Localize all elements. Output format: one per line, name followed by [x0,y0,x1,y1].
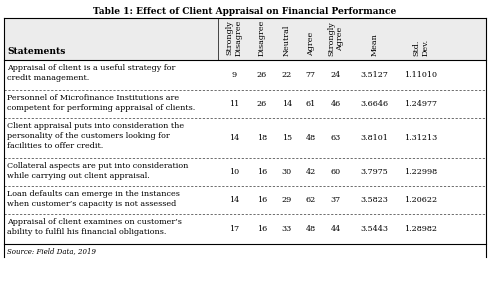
Text: 1.28982: 1.28982 [404,225,438,233]
Text: 16: 16 [257,196,267,204]
Text: 16: 16 [257,168,267,176]
Text: Personnel of Microfinance Institutions are
competent for performing appraisal of: Personnel of Microfinance Institutions a… [7,94,195,112]
Text: Neutral: Neutral [283,25,291,56]
Text: 10: 10 [229,168,239,176]
Text: 14: 14 [282,100,292,108]
Text: 61: 61 [305,100,316,108]
Text: Source: Field Data, 2019: Source: Field Data, 2019 [7,247,96,255]
Text: 26: 26 [257,100,267,108]
Text: 3.8101: 3.8101 [360,134,388,142]
Text: Collateral aspects are put into consideration
while carrying out client appraisa: Collateral aspects are put into consider… [7,162,188,180]
Text: 1.31213: 1.31213 [404,134,438,142]
Text: 3.5127: 3.5127 [360,71,388,79]
Text: 1.20622: 1.20622 [404,196,438,204]
Text: 22: 22 [282,71,292,79]
Text: 1.11010: 1.11010 [404,71,438,79]
Bar [4,118,486,158]
Text: Table 1: Effect of Client Appraisal on Financial Performance: Table 1: Effect of Client Appraisal on F… [94,7,396,16]
Text: 24: 24 [330,71,341,79]
Bar [4,60,486,90]
Text: 14: 14 [228,134,239,142]
Text: Statements: Statements [7,47,65,56]
Text: Strongly
Agree: Strongly Agree [327,21,344,56]
Text: 17: 17 [229,225,239,233]
Text: 26: 26 [257,71,267,79]
Text: 60: 60 [331,168,341,176]
Text: 33: 33 [282,225,292,233]
Text: Std.
Dev.: Std. Dev. [412,39,430,56]
Text: 42: 42 [305,168,316,176]
Text: 9: 9 [231,71,236,79]
Text: 37: 37 [331,196,341,204]
Text: 3.7975: 3.7975 [360,168,388,176]
Text: Strongly
Disagree: Strongly Disagree [225,20,242,56]
Text: Appraisal of client examines on customer’s
ability to fulfil his financial oblig: Appraisal of client examines on customer… [7,218,182,236]
Text: Client appraisal puts into consideration the
personality of the customers lookin: Client appraisal puts into consideration… [7,122,184,149]
Text: 15: 15 [282,134,292,142]
Text: 77: 77 [306,71,316,79]
Text: 14: 14 [228,196,239,204]
Text: Disagree: Disagree [258,20,266,56]
Text: 30: 30 [282,168,292,176]
Text: 1.22998: 1.22998 [404,168,438,176]
Text: Mean: Mean [370,33,378,56]
Text: 3.5823: 3.5823 [360,196,388,204]
Text: 11: 11 [228,100,239,108]
Bar [4,186,486,214]
Bar [4,214,486,244]
Text: 63: 63 [330,134,341,142]
Bar [4,158,486,186]
Text: 16: 16 [257,225,267,233]
Bar [4,90,486,118]
Text: 46: 46 [330,100,341,108]
Text: Loan defaults can emerge in the instances
when customer’s capacity is not assess: Loan defaults can emerge in the instance… [7,190,180,208]
Bar [4,18,486,60]
Text: 1.24977: 1.24977 [404,100,438,108]
Text: Agree: Agree [307,32,315,56]
Text: 48: 48 [305,134,316,142]
Text: 3.6646: 3.6646 [360,100,388,108]
Text: 29: 29 [282,196,292,204]
Text: 62: 62 [305,196,316,204]
Text: 44: 44 [330,225,341,233]
Text: 18: 18 [257,134,267,142]
Text: 3.5443: 3.5443 [360,225,388,233]
Text: Appraisal of client is a useful strategy for
credit management.: Appraisal of client is a useful strategy… [7,64,175,82]
Text: 48: 48 [305,225,316,233]
